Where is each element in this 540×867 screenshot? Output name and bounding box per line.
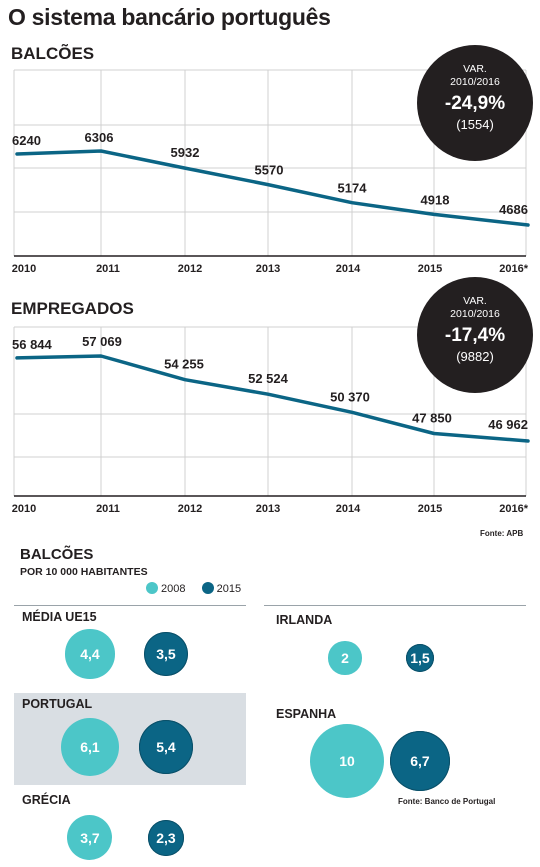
x-tick-label: 2016* bbox=[499, 503, 528, 515]
bubble-title: BALCÕES bbox=[20, 546, 94, 563]
chart1-title: BALCÕES bbox=[11, 44, 95, 63]
divider bbox=[14, 605, 246, 606]
data-label: 54 255 bbox=[164, 357, 204, 372]
x-tick-label: 2010 bbox=[12, 503, 36, 515]
x-tick-label: 2014 bbox=[336, 263, 361, 275]
portugal-highlight bbox=[14, 693, 246, 785]
group-label-portugal: PORTUGAL bbox=[22, 697, 93, 711]
bubble-2015: 1,5 bbox=[405, 643, 435, 673]
x-tick-label: 2011 bbox=[96, 503, 120, 515]
bubble-2008: 3,7 bbox=[67, 815, 113, 861]
badge-percent: -17,4% bbox=[445, 325, 505, 346]
badge-line1: VAR. bbox=[463, 295, 487, 307]
x-tick-label: 2014 bbox=[336, 503, 361, 515]
divider bbox=[264, 605, 526, 606]
bubble-2008: 6,1 bbox=[61, 718, 119, 776]
data-label: 47 850 bbox=[412, 411, 452, 426]
source-banco-portugal: Fonte: Banco de Portugal bbox=[398, 797, 496, 806]
badge-absolute: (9882) bbox=[456, 349, 494, 364]
badge-absolute: (1554) bbox=[456, 117, 494, 132]
bubble-2015: 2,3 bbox=[148, 820, 184, 856]
series-line bbox=[15, 149, 530, 227]
group-label-irlanda: IRLANDA bbox=[276, 613, 333, 627]
source-apb: Fonte: APB bbox=[480, 529, 524, 538]
balcoes-line-chart: 6240 6306 5932 5570 5174 4918 4686 2010 2011 2012… bbox=[12, 45, 533, 275]
x-tick-label: 2013 bbox=[256, 263, 280, 275]
chart2-title: EMPREGADOS bbox=[11, 299, 134, 318]
page-title: O sistema bancário português bbox=[8, 4, 331, 30]
data-label: 6240 bbox=[12, 133, 41, 148]
x-tick-label: 2016* bbox=[499, 263, 528, 275]
bubble-2015: 6,7 bbox=[389, 730, 451, 792]
data-label: 57 069 bbox=[82, 334, 122, 349]
data-label: 5570 bbox=[255, 163, 284, 178]
data-label: 50 370 bbox=[330, 389, 370, 404]
group-label-espanha: ESPANHA bbox=[276, 707, 337, 721]
bubble-2008: 4,4 bbox=[65, 629, 115, 679]
bubble-2015: 3,5 bbox=[144, 632, 188, 676]
data-label: 5932 bbox=[171, 145, 200, 160]
series-line bbox=[15, 354, 530, 443]
bubble-2008: 2 bbox=[328, 641, 362, 675]
legend-2008-swatch bbox=[146, 582, 158, 594]
legend-2015-label: 2015 bbox=[216, 583, 242, 595]
badge-percent: -24,9% bbox=[445, 93, 505, 114]
variation-badge bbox=[417, 45, 533, 161]
data-label: 6306 bbox=[85, 130, 114, 145]
legend: 2008 2015 bbox=[146, 582, 241, 595]
data-label: 46 962 bbox=[488, 417, 528, 432]
x-tick-label: 2012 bbox=[178, 263, 202, 275]
x-tick-label: 2015 bbox=[418, 503, 442, 515]
badge-line2: 2010/2016 bbox=[450, 308, 500, 320]
group-label-grecia: GRÉCIA bbox=[22, 793, 71, 807]
bubble-2015: 5,4 bbox=[138, 719, 194, 775]
legend-2015-swatch bbox=[201, 582, 214, 594]
empregados-line-chart: 56 844 57 069 54 255 52 524 50 370 47 850 46 9… bbox=[12, 277, 533, 515]
x-tick-label: 2013 bbox=[256, 503, 280, 515]
bubble-2008: 10 bbox=[310, 724, 384, 798]
data-label: 5174 bbox=[338, 181, 368, 196]
badge-line2: 2010/2016 bbox=[450, 76, 500, 88]
x-tick-label: 2015 bbox=[418, 263, 442, 275]
variation-badge bbox=[417, 277, 533, 393]
x-tick-label: 2012 bbox=[178, 503, 202, 515]
x-tick-label: 2011 bbox=[96, 263, 120, 275]
bubble-subtitle: POR 10 000 HABITANTES bbox=[20, 566, 148, 578]
data-label: 56 844 bbox=[12, 337, 53, 352]
badge-line1: VAR. bbox=[463, 63, 487, 75]
data-label: 4686 bbox=[499, 202, 528, 217]
group-label-media-ue15: MÉDIA UE15 bbox=[22, 610, 97, 624]
legend-2008-label: 2008 bbox=[161, 583, 186, 595]
data-label: 4918 bbox=[421, 192, 450, 207]
x-tick-label: 2010 bbox=[12, 263, 36, 275]
data-label: 52 524 bbox=[248, 371, 289, 386]
